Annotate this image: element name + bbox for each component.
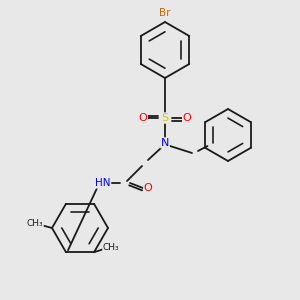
Text: S: S [161,113,169,123]
Text: N: N [161,138,169,148]
Text: O: O [139,113,147,123]
Text: O: O [144,183,152,193]
Text: CH₃: CH₃ [103,243,119,252]
Text: HN: HN [95,178,111,188]
Text: Br: Br [159,8,171,18]
Text: CH₃: CH₃ [27,218,43,227]
Text: O: O [183,113,191,123]
